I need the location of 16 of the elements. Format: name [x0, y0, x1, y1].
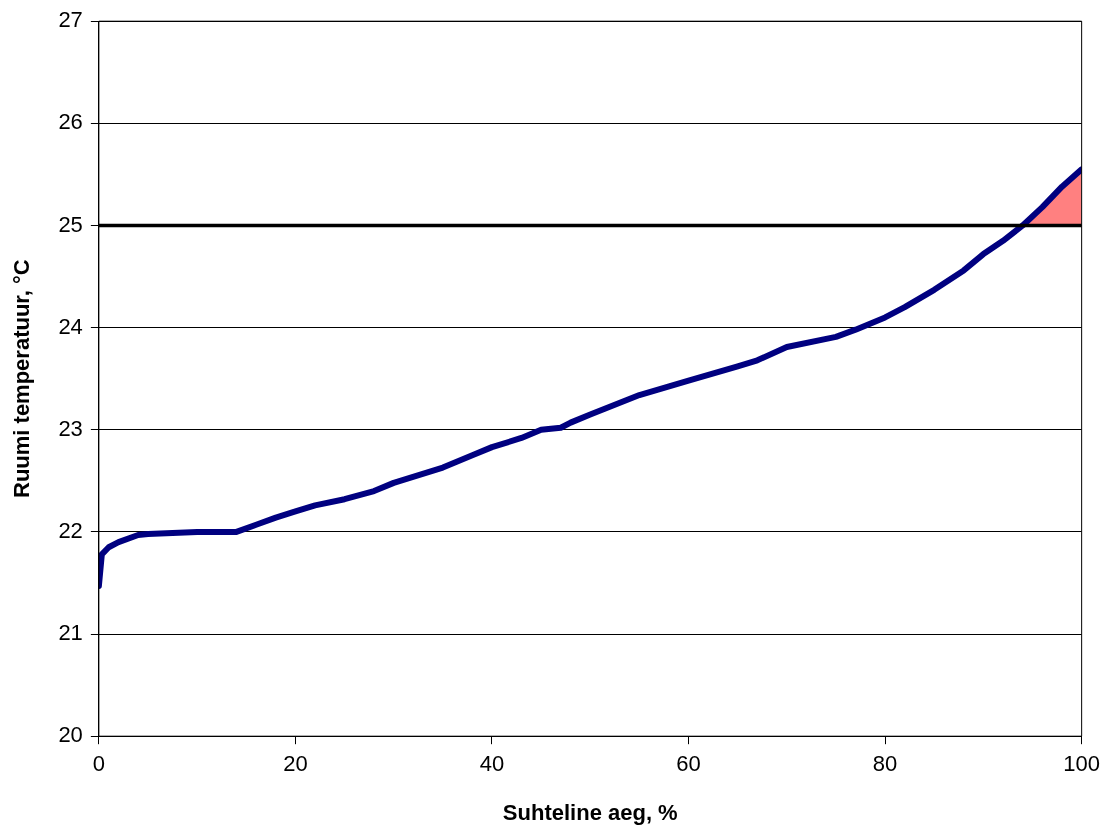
- x-tick-label: 20: [283, 751, 308, 777]
- x-tick-label: 80: [872, 751, 898, 777]
- x-tick-label: 0: [92, 751, 105, 777]
- y-tick-label: 23: [58, 415, 83, 441]
- y-tick-label: 22: [58, 517, 83, 543]
- y-tick-label: 24: [58, 313, 83, 339]
- x-tick-label: 40: [479, 751, 505, 777]
- x-tick-label: 60: [676, 751, 701, 777]
- x-tick-label: 100: [1063, 751, 1101, 777]
- y-tick-label: 21: [58, 620, 83, 646]
- y-tick-label: 20: [58, 722, 83, 748]
- y-tick-label: 26: [58, 109, 83, 135]
- y-tick-label: 25: [58, 211, 83, 237]
- x-axis-title: Suhteline aeg, %: [502, 799, 678, 825]
- y-axis-title: Ruumi temperatuur, °C: [9, 259, 35, 498]
- y-tick-label: 27: [58, 7, 83, 33]
